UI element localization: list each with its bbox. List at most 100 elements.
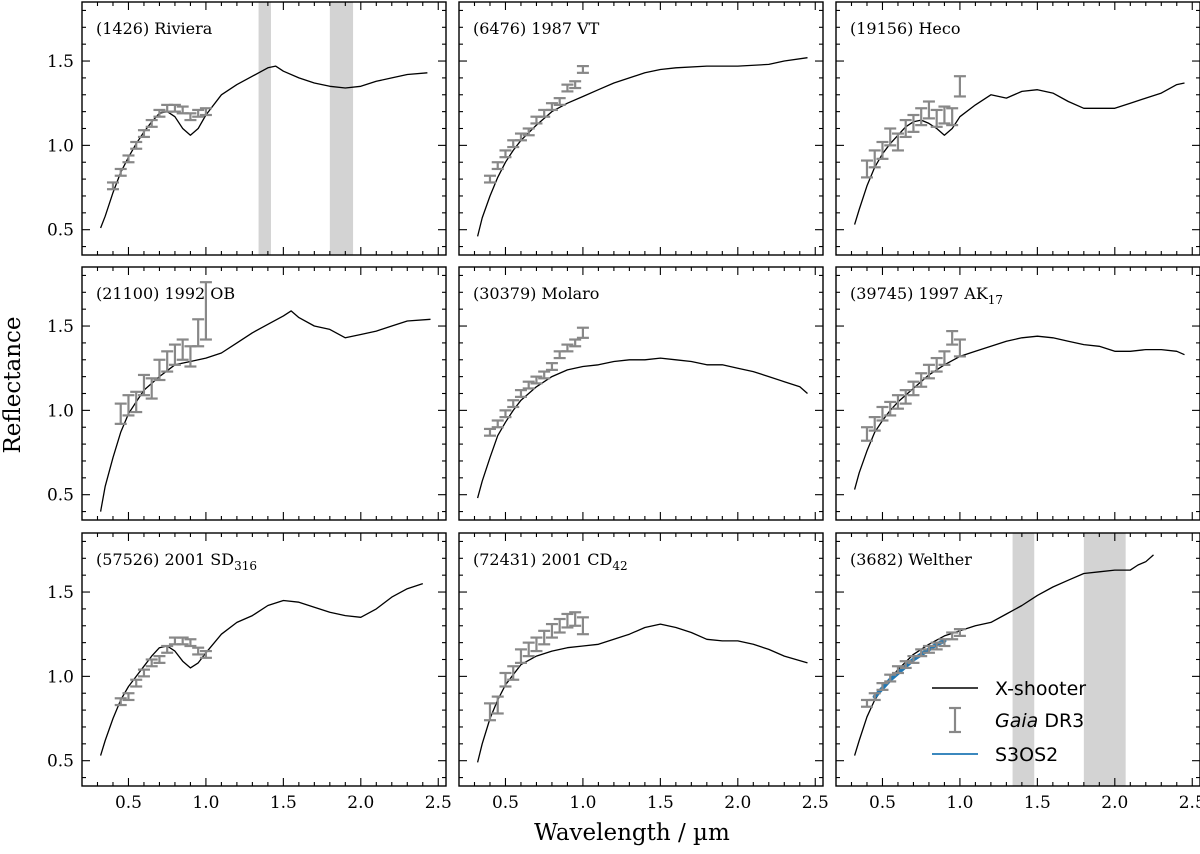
x-tick-label: 1.5 [1024,793,1051,813]
telluric-band-1 [1083,533,1126,786]
panel-57526-2001-sd316: 0.5 1.0 1.5 2.0 2.5 0.5 1.0 1.5 (57526) 2001 SD3… [47,532,452,813]
panel-frame [835,266,1200,521]
gaia-point [184,638,197,648]
gaia-point [514,648,527,664]
telluric-band-0 [1012,533,1035,786]
spectrum-line [99,310,431,512]
gaia-point [561,612,574,629]
y-axis-label: Reflectance [0,316,26,453]
gaia-point [192,318,205,348]
spectrum-line [476,623,808,763]
gaia-point [507,399,520,409]
gaia-point [130,140,143,150]
gaia-point [122,692,135,702]
y-tick-label: 1.5 [47,583,74,603]
gaia-point [907,113,920,133]
panel-title: (1426) Riviera [96,19,213,38]
gaia-point [891,132,904,152]
panel-frame [81,266,447,521]
panel-title: (6476) 1987 VT [473,19,600,38]
gaia-point [168,103,181,113]
gaia-point [930,356,943,373]
gaia-point [168,343,181,366]
panel-title: (57526) 2001 SD316 [96,550,257,573]
panel-frame [81,1,447,256]
legend: X-shooter Gaia DR3 S3OS2 [932,678,1086,766]
gaia-point [569,611,582,627]
gaia-point [884,127,897,147]
x-tick-label: 1.0 [569,793,596,813]
x-axis-label: Wavelength / µm [534,820,730,846]
panel-39745-1997-ak17: (39745) 1997 AK17 [835,266,1200,521]
gaia-point [899,660,912,670]
gaia-point [915,648,928,658]
gaia-point [137,129,150,139]
gaia-point [553,97,566,106]
gaia-point [938,350,951,366]
legend-gaia-swatch [949,706,961,734]
gaia-point [145,377,158,400]
gaia-point [192,108,205,118]
gaia-point [561,343,574,353]
gaia-point [915,372,928,388]
panel-6476-1987-vt: (6476) 1987 VT [458,1,824,256]
x-tick-label: 0.5 [869,793,896,813]
gaia-point [860,159,873,179]
gaia-point [483,427,496,437]
panel-frame [835,1,1200,256]
gaia-point [176,338,189,361]
gaia-point [483,174,496,184]
panel-frame [835,532,1200,787]
panel-title: (72431) 2001 CD42 [473,550,628,573]
legend-xshooter-label: X-shooter [995,678,1086,700]
gaia-point [192,646,205,656]
gaia-point [491,419,504,429]
y-tick-label: 1.0 [47,401,74,421]
panel-title: (21100) 1992 OB [96,284,235,303]
gaia-point [922,363,935,380]
panel-frame [458,532,824,787]
gaia-point [499,671,512,688]
y-tick-label: 1.0 [47,136,74,156]
gaia-point [938,105,951,125]
x-tick-label: 1.5 [270,793,297,813]
gaia-point [114,402,127,425]
gaia-point [199,107,212,117]
gaia-point [576,616,589,636]
telluric-band-1 [329,2,354,255]
spectrum-line [476,57,808,237]
x-tick-label: 2.0 [724,793,751,813]
spectrum-line [99,65,428,229]
gaia-point [184,345,197,368]
gaia-point [491,695,504,715]
panel-title: (39745) 1997 AK17 [850,284,1003,307]
gaia-point [114,167,127,177]
gaia-point [514,132,527,142]
gaia-point [184,112,197,122]
gaia-point [576,64,589,74]
gaia-point [522,380,535,390]
gaia-point [507,665,520,681]
gaia-point [922,644,935,654]
x-tick-label: 2.5 [1179,793,1200,813]
y-tick-label: 0.5 [47,221,74,241]
gaia-point [868,149,881,169]
gaia-point [899,389,912,405]
gaia-point [137,668,150,678]
telluric-band-0 [258,2,271,255]
gaia-point [953,338,966,358]
panel-title: (30379) Molaro [473,284,599,303]
gaia-point [130,390,143,414]
gaia-point [561,83,574,93]
gaia-point [122,154,135,164]
gaia-point [145,658,158,668]
gaia-point [137,373,150,397]
gaia-point [860,426,873,442]
gaia-point [930,641,943,651]
y-tick-label: 0.5 [47,486,74,506]
y-tick-label: 0.5 [47,752,74,772]
gaia-point [545,102,558,112]
panel-frame [458,266,824,521]
gaia-point [176,636,189,646]
panel-19156-heco: (19156) Heco [835,1,1200,256]
